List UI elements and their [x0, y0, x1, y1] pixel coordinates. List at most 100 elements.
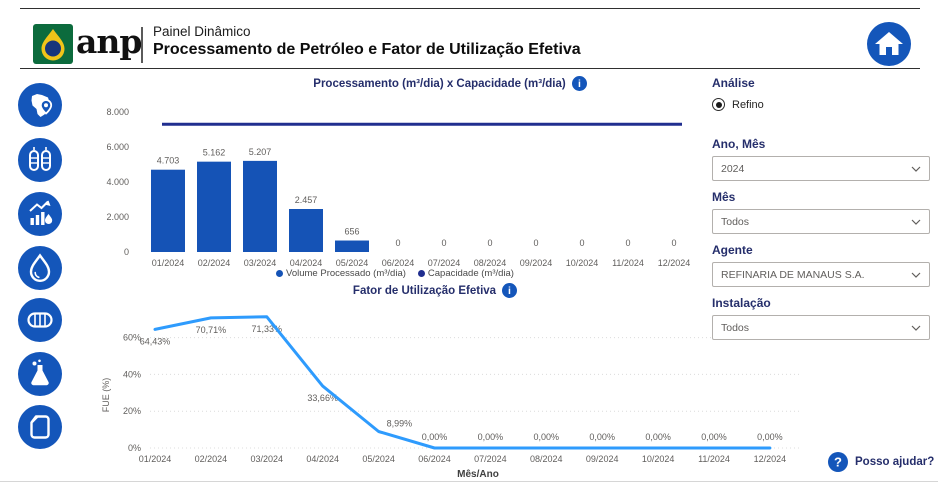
filter-panel: Análise Refino Ano, Mês 2024 Mês Todos A…: [712, 76, 930, 349]
legend-label-capacity: Capacidade (m³/dia): [427, 268, 514, 279]
svg-text:0,00%: 0,00%: [422, 432, 448, 442]
svg-text:06/2024: 06/2024: [418, 454, 451, 464]
bottom-divider: [0, 481, 938, 482]
svg-text:70,71%: 70,71%: [196, 325, 227, 335]
processing-capacity-bar-chart[interactable]: 02.0004.0006.0008.0004.70301/20245.16202…: [85, 96, 705, 272]
svg-text:5.207: 5.207: [249, 147, 272, 157]
bar-chart-title-row: Processamento (m³/dia) x Capacidade (m³/…: [140, 76, 760, 91]
home-button[interactable]: [866, 21, 912, 67]
svg-text:05/2024: 05/2024: [362, 454, 395, 464]
svg-text:6.000: 6.000: [106, 142, 129, 152]
home-icon: [867, 22, 911, 66]
svg-text:60%: 60%: [123, 333, 141, 343]
agent-label: Agente: [712, 243, 753, 257]
svg-text:0,00%: 0,00%: [478, 432, 504, 442]
header-divider: [141, 27, 143, 63]
app-title: Painel Dinâmico: [153, 24, 251, 39]
line-chart-title: Fator de Utilização Efetiva: [352, 284, 497, 297]
anp-logo-mark-icon: [33, 24, 73, 64]
sidebar-item-storage-tanks[interactable]: [18, 298, 62, 342]
chevron-down-icon: [911, 219, 921, 225]
refinery-towers-icon: [18, 138, 62, 182]
installation-label: Instalação: [712, 296, 771, 310]
svg-text:10/2024: 10/2024: [566, 258, 599, 268]
svg-text:i: i: [508, 285, 511, 297]
sidebar-item-refinery[interactable]: [18, 138, 62, 182]
svg-text:4.703: 4.703: [157, 156, 180, 166]
legend-dot-capacity: [417, 270, 425, 277]
svg-text:71,33%: 71,33%: [252, 324, 283, 334]
svg-text:64,43%: 64,43%: [140, 336, 171, 346]
lab-flask-icon: [18, 352, 62, 396]
svg-text:0,00%: 0,00%: [645, 432, 671, 442]
svg-text:02/2024: 02/2024: [198, 258, 231, 268]
svg-text:06/2024: 06/2024: [382, 258, 415, 268]
svg-text:FUE (%): FUE (%): [101, 378, 111, 413]
installation-value: Todos: [721, 321, 750, 334]
svg-text:656: 656: [344, 227, 359, 237]
top-divider: [20, 8, 920, 9]
svg-text:03/2024: 03/2024: [251, 454, 284, 464]
svg-text:5.162: 5.162: [203, 148, 226, 158]
sidebar-item-fuel-can[interactable]: [18, 405, 62, 449]
svg-text:03/2024: 03/2024: [244, 258, 277, 268]
svg-text:2.457: 2.457: [295, 195, 318, 205]
info-icon[interactable]: i: [502, 283, 518, 298]
legend-item-capacity[interactable]: Capacidade (m³/dia): [417, 268, 514, 279]
legend-item-volume[interactable]: Volume Processado (m³/dia): [276, 268, 406, 279]
svg-text:0: 0: [671, 238, 676, 248]
info-icon[interactable]: i: [571, 76, 587, 91]
svg-text:10/2024: 10/2024: [642, 454, 675, 464]
svg-text:11/2024: 11/2024: [612, 258, 644, 268]
oil-droplet-icon: [18, 246, 62, 290]
year-month-value: 2024: [721, 162, 745, 175]
svg-text:40%: 40%: [123, 369, 141, 379]
svg-text:0%: 0%: [128, 443, 141, 453]
bar-chart-legend: Volume Processado (m³/dia) Capacidade (m…: [85, 268, 705, 279]
svg-text:8,99%: 8,99%: [387, 418, 413, 428]
svg-text:04/2024: 04/2024: [290, 258, 323, 268]
month-label: Mês: [712, 190, 736, 204]
svg-text:8.000: 8.000: [106, 107, 129, 117]
question-mark-icon: ?: [828, 452, 848, 472]
fue-line-chart[interactable]: 0% 20% 40% 60% 01/2024 64,43% 02/2024 70,71% 03/…: [95, 300, 810, 482]
year-month-dropdown[interactable]: 2024: [712, 156, 930, 181]
analysis-label: Análise: [712, 76, 755, 90]
svg-text:Mês/Ano: Mês/Ano: [457, 469, 499, 480]
agent-dropdown[interactable]: REFINARIA DE MANAUS S.A.: [712, 262, 930, 287]
fuel-can-icon: [18, 405, 62, 449]
page-title: Processamento de Petróleo e Fator de Uti…: [153, 41, 581, 58]
svg-text:0: 0: [625, 238, 630, 248]
svg-text:0: 0: [579, 238, 584, 248]
svg-text:07/2024: 07/2024: [428, 258, 461, 268]
legend-label-volume: Volume Processado (m³/dia): [286, 268, 406, 279]
svg-text:33,66%: 33,66%: [307, 393, 338, 403]
sidebar-item-brazil-map[interactable]: [18, 83, 62, 127]
storage-tanks-icon: [18, 298, 62, 342]
year-month-label: Ano, Mês: [712, 137, 766, 151]
help-label: Posso ajudar?: [855, 456, 935, 468]
refino-radio[interactable]: [712, 98, 725, 111]
month-dropdown[interactable]: Todos: [712, 209, 930, 234]
svg-text:4.000: 4.000: [106, 177, 129, 187]
svg-text:0: 0: [487, 238, 492, 248]
anp-logo-text: anp: [76, 22, 142, 61]
brazil-map-icon: [18, 83, 62, 127]
svg-text:02/2024: 02/2024: [195, 454, 228, 464]
bar-chart-title: Processamento (m³/dia) x Capacidade (m³/…: [313, 77, 566, 90]
svg-text:0,00%: 0,00%: [757, 432, 783, 442]
svg-text:0,00%: 0,00%: [701, 432, 727, 442]
svg-text:05/2024: 05/2024: [336, 258, 369, 268]
sidebar-item-droplet[interactable]: [18, 246, 62, 290]
help-button[interactable]: ? Posso ajudar?: [828, 452, 934, 472]
svg-text:0: 0: [441, 238, 446, 248]
sidebar-item-production-trend[interactable]: [18, 192, 62, 236]
sidebar-item-lab-flask[interactable]: [18, 352, 62, 396]
svg-text:01/2024: 01/2024: [152, 258, 185, 268]
chevron-down-icon: [911, 272, 921, 278]
installation-dropdown[interactable]: Todos: [712, 315, 930, 340]
svg-text:12/2024: 12/2024: [658, 258, 691, 268]
month-value: Todos: [721, 215, 750, 228]
svg-text:01/2024: 01/2024: [139, 454, 172, 464]
